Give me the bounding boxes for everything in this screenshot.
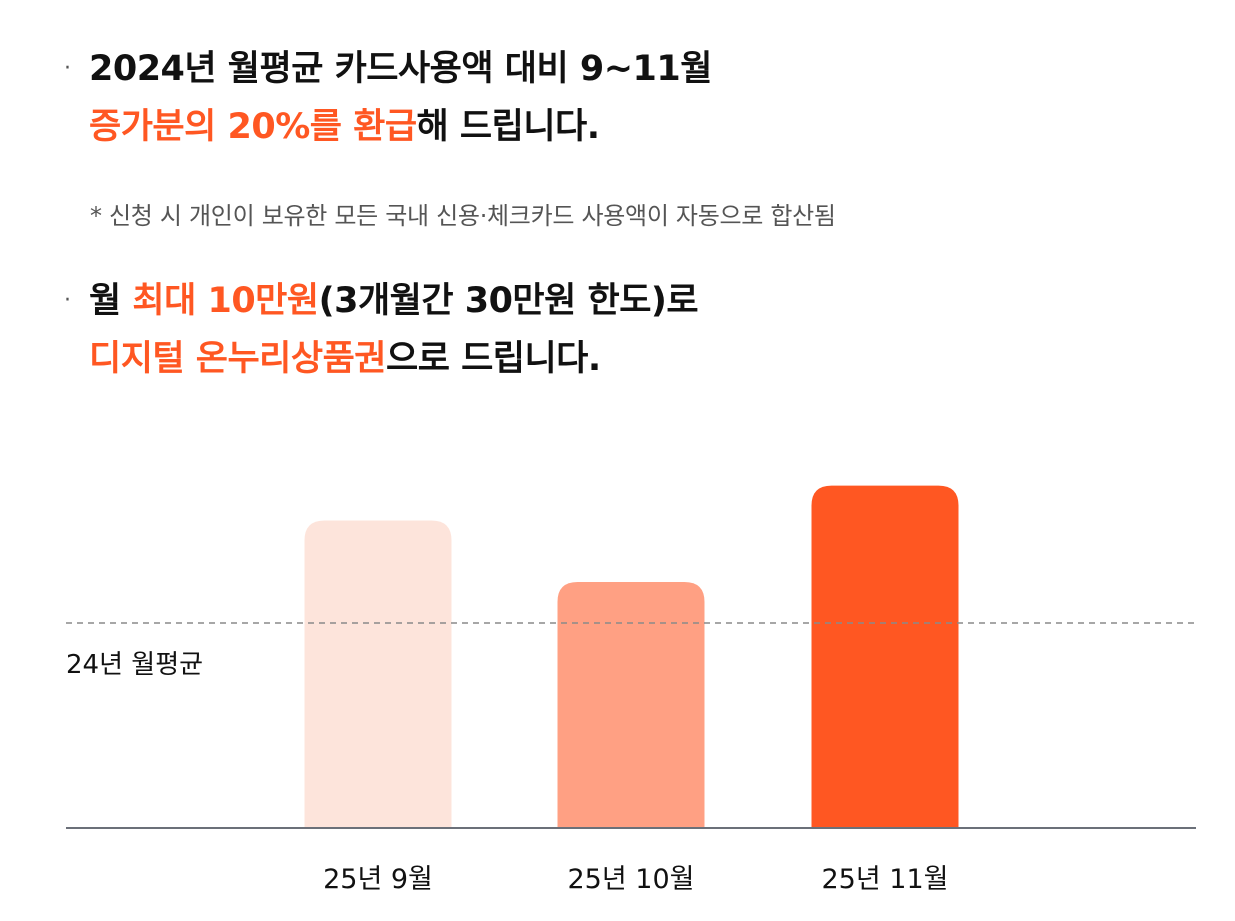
headline-benefit-voucher: · 월 최대 10만원(3개월간 30만원 한도)로 디지털 온누리상품권으로 …: [64, 272, 699, 388]
headline-voucher-rest2: 으로 드립니다.: [386, 339, 601, 379]
headline-voucher-highlight2: 디지털 온누리상품권: [89, 339, 387, 379]
monthly-spending-bar-chart: 24년 월평균 25년 9월 25년 10월 25년 11월: [66, 485, 1196, 895]
headline-voucher-pre: 월: [89, 281, 133, 321]
x-tick-label-3: 25년 11월: [822, 864, 949, 895]
reference-line-label: 24년 월평균: [66, 650, 203, 680]
x-tick-label-1: 25년 9월: [323, 864, 433, 895]
bar-2: [557, 582, 705, 828]
x-axis-tick-labels: 25년 9월 25년 10월 25년 11월: [323, 864, 948, 895]
headline-refund-line1: 2024년 월평균 카드사용액 대비 9~11월: [89, 49, 712, 89]
bullet-dot: ·: [64, 56, 71, 81]
headline-refund-highlight: 증가분의 20%를 환급: [89, 107, 417, 147]
headline-voucher-line1: 월 최대 10만원(3개월간 30만원 한도)로: [64, 272, 699, 330]
headline-voucher-line2: 디지털 온누리상품권으로 드립니다.: [64, 330, 698, 388]
headline-refund-line2: 증가분의 20%를 환급해 드립니다.: [64, 98, 712, 156]
headline-benefit-refund: · 2024년 월평균 카드사용액 대비 9~11월 증가분의 20%를 환급해…: [64, 40, 712, 156]
bar-1: [304, 520, 452, 828]
headline-refund-rest: 해 드립니다.: [416, 107, 600, 147]
footnote-card-usage: * 신청 시 개인이 보유한 모든 국내 신용·체크카드 사용액이 자동으로 합…: [90, 202, 836, 230]
headline-voucher-highlight: 최대 10만원: [132, 281, 319, 321]
bars-group: [304, 485, 959, 828]
headline-voucher-rest: (3개월간 30만원 한도)로: [318, 281, 699, 321]
bullet-dot: ·: [64, 288, 71, 313]
bar-3: [811, 485, 959, 828]
x-tick-label-2: 25년 10월: [568, 864, 695, 895]
